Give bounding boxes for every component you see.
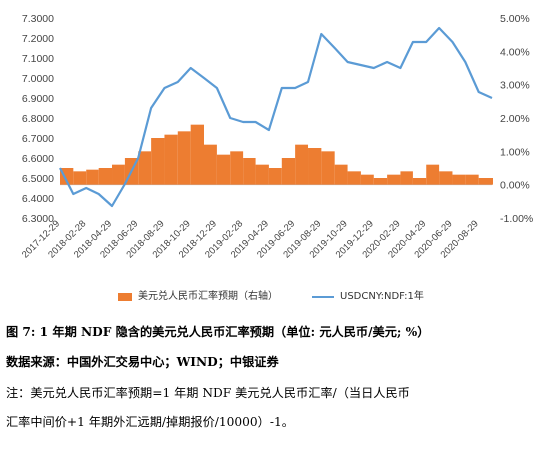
expectation-bar (177, 131, 191, 185)
expectation-bar (452, 174, 466, 185)
left-tick-label: 6.4000 (22, 193, 54, 205)
right-tick-label: 2.00% (500, 113, 530, 125)
expectation-bar (243, 158, 256, 185)
legend-item-bar: 美元兑人民币汇率预期（右轴） (118, 288, 278, 306)
expectation-bar (295, 144, 309, 185)
expectation-bar (216, 154, 231, 185)
expectation-bar (112, 164, 125, 185)
expectation-bar (268, 168, 282, 185)
expectation-bar (86, 169, 99, 185)
expectation-bar (98, 168, 113, 185)
expectation-bar (360, 174, 374, 185)
left-tick-label: 7.0000 (22, 73, 54, 85)
left-tick-label: 7.1000 (22, 53, 54, 65)
expectation-bar (164, 134, 178, 185)
expectation-bar (255, 164, 269, 185)
source-note: 数据来源：中国外汇交易中心；WIND；中银证券 (6, 355, 279, 369)
ndf-series-line (59, 26, 493, 208)
left-axis-ticks: 6.3000 6.4000 6.5000 6.6000 6.7000 6.8000 6.90… (22, 13, 54, 225)
expectation-bar (387, 174, 401, 185)
expectation-bar (73, 171, 87, 185)
expectation-bar (138, 151, 152, 185)
legend-swatch-line (312, 296, 334, 298)
legend: 美元兑人民币汇率预期（右轴） USDCNY:NDF:1年 (0, 288, 550, 306)
figure-caption: 图 7: 1 年期 NDF 隐含的美元兑人民币汇率预期（单位: 元人民币/美元;… (6, 325, 430, 339)
expectation-bar (347, 171, 361, 185)
expectation-bar (465, 174, 479, 185)
expectation-bar (400, 171, 413, 185)
expectation-bar (492, 178, 493, 185)
expectation-bar (478, 178, 492, 185)
left-tick-label: 7.2000 (22, 33, 54, 45)
left-tick-label: 6.7000 (22, 133, 54, 145)
right-tick-label: 5.00% (500, 13, 530, 25)
left-tick-label: 6.9000 (22, 93, 54, 105)
right-tick-label: 4.00% (500, 46, 530, 58)
right-axis-ticks: -1.00% 0.00% 1.00% 2.00% 3.00% 4.00% 5.00% (500, 13, 533, 225)
expectation-bar (151, 138, 165, 185)
expectation-bar (230, 151, 244, 185)
note-line-2: 汇率中间价+1 年期外汇远期/掉期报价/10000）-1。 (6, 415, 294, 429)
expectation-bar (439, 171, 453, 185)
expectation-bars (60, 124, 493, 185)
left-tick-label: 6.3000 (22, 213, 54, 225)
expectation-bar (204, 144, 217, 185)
legend-swatch-bar (118, 293, 132, 301)
left-tick-label: 6.8000 (22, 113, 54, 125)
legend-label-line: USDCNY:NDF:1年 (340, 291, 424, 302)
right-tick-label: -1.00% (500, 213, 533, 225)
expectation-bar (412, 178, 427, 185)
left-tick-label: 6.5000 (22, 173, 54, 185)
expectation-bar (190, 124, 204, 185)
right-tick-label: 3.00% (500, 80, 530, 92)
legend-item-line: USDCNY:NDF:1年 (312, 288, 424, 306)
x-axis-ticks: 2017-12-292018-02-282018-04-292018-06-29… (20, 218, 481, 260)
expectation-bar (308, 148, 322, 185)
expectation-bar (426, 164, 440, 185)
note-line-1: 注：美元兑人民币汇率预期=1 年期 NDF 美元兑人民币汇率/（当日人民币 (6, 386, 410, 400)
right-tick-label: 1.00% (500, 146, 530, 158)
ndf-chart: 6.3000 6.4000 6.5000 6.6000 6.7000 6.8000 6.90… (20, 13, 533, 260)
ndf-line (59, 26, 493, 208)
expectation-bar (321, 151, 335, 185)
right-tick-label: 0.00% (500, 180, 530, 192)
expectation-bar (281, 158, 296, 185)
expectation-bar (373, 178, 388, 185)
legend-label-bar: 美元兑人民币汇率预期（右轴） (138, 291, 278, 302)
left-tick-label: 7.3000 (22, 13, 54, 25)
expectation-bar (334, 164, 348, 185)
left-tick-label: 6.6000 (22, 153, 54, 165)
